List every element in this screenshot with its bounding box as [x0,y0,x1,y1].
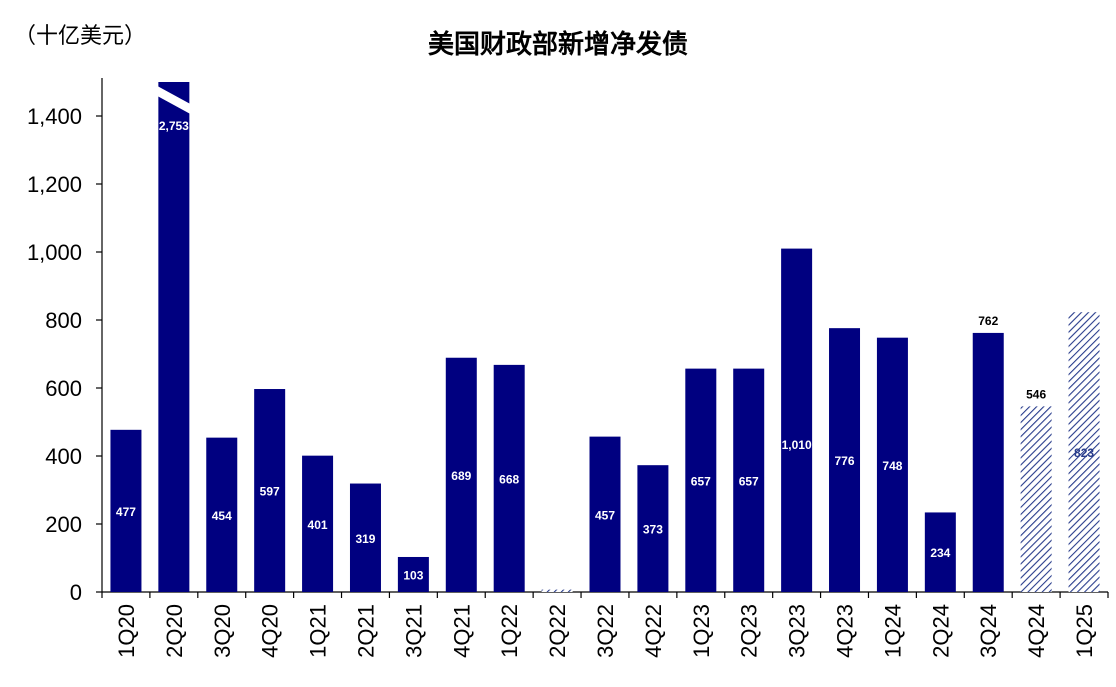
bar-3Q21 [397,556,429,592]
bar-1Q24 [876,337,908,592]
x-tick-label: 4Q21 [449,604,474,658]
bar-1Q22 [493,364,525,592]
x-tick-label: 3Q21 [401,604,426,658]
x-tick-label: 1Q21 [306,604,331,658]
data-label-3Q20: 454 [212,509,232,523]
x-tick-label: 1Q23 [689,604,714,658]
bar-1Q20 [110,429,142,592]
x-tick-label: 2Q21 [353,604,378,658]
bar-4Q21 [445,357,477,592]
data-label-2Q24: 234 [930,546,950,560]
bar-2Q22 [541,589,573,592]
x-tick-label: 3Q23 [785,604,810,658]
bar-4Q24 [1020,406,1052,592]
data-label-3Q24: 762 [978,314,998,328]
x-tick-label: 4Q20 [258,604,283,658]
x-tick-label: 3Q22 [593,604,618,658]
data-label-4Q22: 373 [643,523,663,537]
axis-break-mark [157,86,191,114]
bar-3Q24 [972,332,1004,592]
data-label-2Q23: 657 [739,474,759,488]
data-label-3Q21: 103 [403,568,423,582]
data-label-1Q20: 477 [116,505,136,519]
bar-1Q23 [685,368,717,592]
data-label-3Q23: 1,010 [782,438,812,452]
x-tick-label: 2Q22 [545,604,570,658]
data-label-1Q21: 401 [308,518,328,532]
y-tick-label: 0 [70,580,82,605]
x-tick-label: 1Q25 [1072,604,1097,658]
bar-4Q23 [829,328,861,592]
data-label-1Q23: 657 [691,474,711,488]
y-tick-label: 200 [45,512,82,537]
unit-label: （十亿美元） [14,24,147,49]
data-label-4Q24: 546 [1026,387,1046,401]
y-tick-label: 1,000 [27,240,82,265]
data-label-2Q20: 2,753 [159,119,189,133]
y-tick-label: 1,400 [27,104,82,129]
chart-title: 美国财政部新增净发债 [427,30,688,60]
bar-4Q22 [637,465,669,592]
x-tick-label: 2Q20 [162,604,187,658]
data-label-3Q22: 457 [595,508,615,522]
x-tick-label: 2Q24 [928,604,953,658]
bar-4Q20 [254,389,286,592]
bar-2Q20 [158,82,190,592]
x-tick-label: 4Q23 [833,604,858,658]
x-tick-label: 1Q24 [880,604,905,658]
bar-1Q25 [1068,312,1100,592]
y-tick-label: 1,200 [27,172,82,197]
data-label-1Q22: 668 [499,472,519,486]
data-label-4Q20: 597 [260,485,280,499]
data-label-1Q24: 748 [882,459,902,473]
data-label-1Q25: 823 [1074,446,1094,460]
x-tick-label: 1Q20 [114,604,139,658]
bar-2Q21 [349,483,381,592]
y-tick-label: 600 [45,376,82,401]
x-tick-label: 3Q24 [976,604,1001,658]
data-label-2Q21: 319 [355,532,375,546]
bar-3Q20 [206,437,238,592]
bar-2Q23 [733,368,765,592]
x-tick-label: 1Q22 [497,604,522,658]
data-label-4Q23: 776 [835,454,855,468]
data-label-4Q21: 689 [451,469,471,483]
x-tick-label: 4Q22 [641,604,666,658]
bar-3Q23 [781,248,813,592]
x-tick-label: 3Q20 [210,604,235,658]
bar-3Q22 [589,436,621,592]
bar-2Q24 [924,512,956,592]
x-tick-label: 4Q24 [1024,604,1049,658]
y-tick-label: 800 [45,308,82,333]
x-tick-label: 2Q23 [737,604,762,658]
bar-1Q21 [302,455,334,592]
y-tick-label: 400 [45,444,82,469]
